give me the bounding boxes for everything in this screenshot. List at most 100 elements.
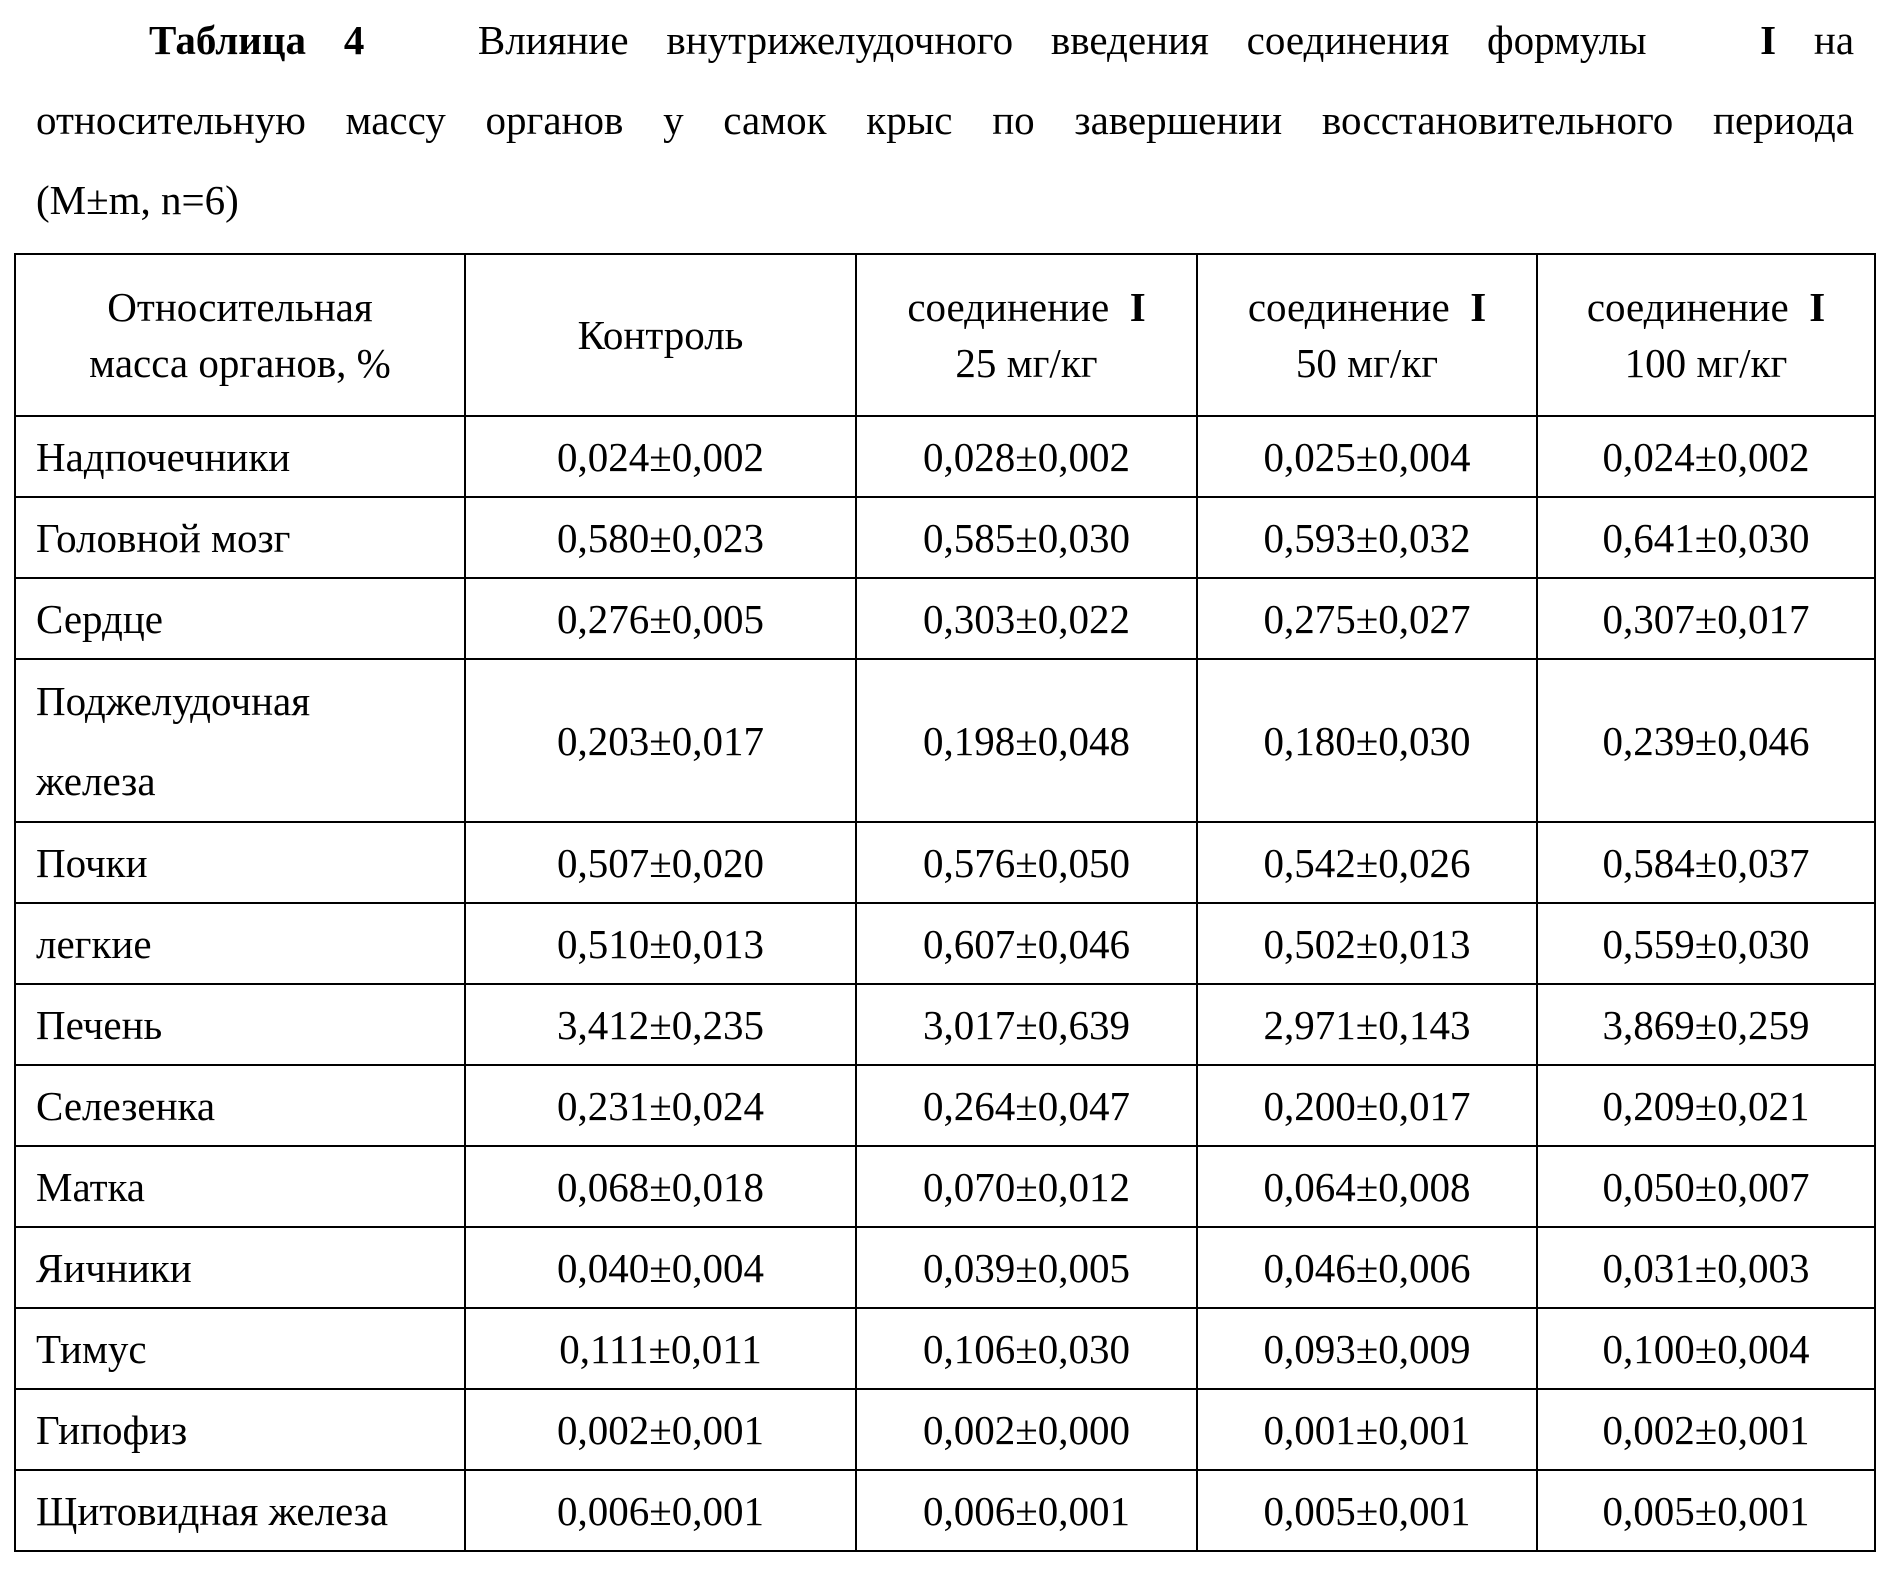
table-row: Печень3,412±0,2353,017±0,6392,971±0,1433… xyxy=(15,984,1875,1065)
value-cell: 0,307±0,017 xyxy=(1537,578,1875,659)
header-row: Относительная масса органов, % Контроль сое… xyxy=(15,254,1875,416)
header-line-1: соединение xyxy=(907,284,1109,330)
value-cell: 0,005±0,001 xyxy=(1537,1470,1875,1551)
caption-text: Влияние внутрижелудочного введения соеди… xyxy=(478,17,1647,63)
caption-line-3: (M±m, n=6) xyxy=(36,160,1854,240)
value-cell: 0,502±0,013 xyxy=(1197,903,1537,984)
table-row: Селезенка0,231±0,0240,264±0,0470,200±0,0… xyxy=(15,1065,1875,1146)
value-cell: 0,507±0,020 xyxy=(465,822,856,903)
value-cell: 0,276±0,005 xyxy=(465,578,856,659)
value-cell: 0,031±0,003 xyxy=(1537,1227,1875,1308)
value-cell: 0,046±0,006 xyxy=(1197,1227,1537,1308)
organ-name: Тимус xyxy=(15,1308,465,1389)
value-cell: 0,593±0,032 xyxy=(1197,497,1537,578)
table-row: Тимус0,111±0,0110,106±0,0300,093±0,0090,… xyxy=(15,1308,1875,1389)
organ-name: Головной мозг xyxy=(15,497,465,578)
value-cell: 0,040±0,004 xyxy=(465,1227,856,1308)
value-cell: 0,584±0,037 xyxy=(1537,822,1875,903)
value-cell: 0,068±0,018 xyxy=(465,1146,856,1227)
header-group-1: Контроль xyxy=(465,254,856,416)
header-line-1: соединение xyxy=(1587,284,1789,330)
table-row: Матка0,068±0,0180,070±0,0120,064±0,0080,… xyxy=(15,1146,1875,1227)
header-line-1: Относительная xyxy=(107,284,372,330)
value-cell: 0,093±0,009 xyxy=(1197,1308,1537,1389)
organ-name: Яичники xyxy=(15,1227,465,1308)
table-row: Щитовидная железа0,006±0,0010,006±0,0010… xyxy=(15,1470,1875,1551)
header-line-2: 100 мг/кг xyxy=(1625,340,1788,386)
value-cell: 0,111±0,011 xyxy=(465,1308,856,1389)
header-line-2: 25 мг/кг xyxy=(955,340,1097,386)
header-formula: I xyxy=(1470,284,1486,330)
value-cell: 0,050±0,007 xyxy=(1537,1146,1875,1227)
value-cell: 0,070±0,012 xyxy=(856,1146,1197,1227)
value-cell: 3,017±0,639 xyxy=(856,984,1197,1065)
table-label: Таблица 4 xyxy=(149,17,364,63)
value-cell: 0,106±0,030 xyxy=(856,1308,1197,1389)
header-formula: I xyxy=(1809,284,1825,330)
value-cell: 0,231±0,024 xyxy=(465,1065,856,1146)
value-cell: 2,971±0,143 xyxy=(1197,984,1537,1065)
header-group-2: соединение I 25 мг/кг xyxy=(856,254,1197,416)
value-cell: 0,510±0,013 xyxy=(465,903,856,984)
value-cell: 0,209±0,021 xyxy=(1537,1065,1875,1146)
organ-name: легкие xyxy=(15,903,465,984)
table-caption: Таблица 4 Влияние внутрижелудочного введ… xyxy=(36,0,1854,240)
value-cell: 0,585±0,030 xyxy=(856,497,1197,578)
organ-name: Селезенка xyxy=(15,1065,465,1146)
organ-name: Сердце xyxy=(15,578,465,659)
table-row: Надпочечники0,024±0,0020,028±0,0020,025±… xyxy=(15,416,1875,497)
value-cell: 0,039±0,005 xyxy=(856,1227,1197,1308)
value-cell: 0,580±0,023 xyxy=(465,497,856,578)
value-cell: 0,264±0,047 xyxy=(856,1065,1197,1146)
value-cell: 0,559±0,030 xyxy=(1537,903,1875,984)
value-cell: 0,002±0,001 xyxy=(1537,1389,1875,1470)
value-cell: 0,025±0,004 xyxy=(1197,416,1537,497)
value-cell: 3,869±0,259 xyxy=(1537,984,1875,1065)
header-group-4: соединение I 100 мг/кг xyxy=(1537,254,1875,416)
table-row: легкие0,510±0,0130,607±0,0460,502±0,0130… xyxy=(15,903,1875,984)
caption-formula: I xyxy=(1760,17,1776,63)
value-cell: 3,412±0,235 xyxy=(465,984,856,1065)
organ-name: Щитовидная железа xyxy=(15,1470,465,1551)
caption-line-2: относительную массу органов у самок крыс… xyxy=(36,80,1854,160)
header-line-1: Контроль xyxy=(578,312,744,358)
value-cell: 0,002±0,001 xyxy=(465,1389,856,1470)
value-cell: 0,100±0,004 xyxy=(1537,1308,1875,1389)
value-cell: 0,303±0,022 xyxy=(856,578,1197,659)
value-cell: 0,200±0,017 xyxy=(1197,1065,1537,1146)
header-group-3: соединение I 50 мг/кг xyxy=(1197,254,1537,416)
table-row: Поджелудочная железа0,203±0,0170,198±0,0… xyxy=(15,659,1875,822)
value-cell: 0,024±0,002 xyxy=(1537,416,1875,497)
table-row: Головной мозг0,580±0,0230,585±0,0300,593… xyxy=(15,497,1875,578)
table-row: Почки0,507±0,0200,576±0,0500,542±0,0260,… xyxy=(15,822,1875,903)
value-cell: 0,006±0,001 xyxy=(856,1470,1197,1551)
value-cell: 0,607±0,046 xyxy=(856,903,1197,984)
value-cell: 0,203±0,017 xyxy=(465,659,856,822)
organ-name: Гипофиз xyxy=(15,1389,465,1470)
value-cell: 0,001±0,001 xyxy=(1197,1389,1537,1470)
organ-name: Поджелудочная железа xyxy=(15,659,465,822)
header-organ-mass: Относительная масса органов, % xyxy=(15,254,465,416)
value-cell: 0,002±0,000 xyxy=(856,1389,1197,1470)
table-row: Сердце0,276±0,0050,303±0,0220,275±0,0270… xyxy=(15,578,1875,659)
value-cell: 0,542±0,026 xyxy=(1197,822,1537,903)
value-cell: 0,275±0,027 xyxy=(1197,578,1537,659)
value-cell: 0,024±0,002 xyxy=(465,416,856,497)
value-cell: 0,641±0,030 xyxy=(1537,497,1875,578)
header-line-2: масса органов, % xyxy=(89,340,391,386)
value-cell: 0,180±0,030 xyxy=(1197,659,1537,822)
value-cell: 0,006±0,001 xyxy=(465,1470,856,1551)
value-cell: 0,198±0,048 xyxy=(856,659,1197,822)
organ-name: Надпочечники xyxy=(15,416,465,497)
header-line-1: соединение xyxy=(1248,284,1450,330)
table-row: Гипофиз0,002±0,0010,002±0,0000,001±0,001… xyxy=(15,1389,1875,1470)
value-cell: 0,005±0,001 xyxy=(1197,1470,1537,1551)
header-formula: I xyxy=(1130,284,1146,330)
value-cell: 0,576±0,050 xyxy=(856,822,1197,903)
header-line-2: 50 мг/кг xyxy=(1296,340,1438,386)
organ-name: Матка xyxy=(15,1146,465,1227)
value-cell: 0,239±0,046 xyxy=(1537,659,1875,822)
caption-line-1: Таблица 4 Влияние внутрижелудочного введ… xyxy=(36,0,1854,80)
caption-text-end: на xyxy=(1814,17,1854,63)
organ-name: Печень xyxy=(15,984,465,1065)
